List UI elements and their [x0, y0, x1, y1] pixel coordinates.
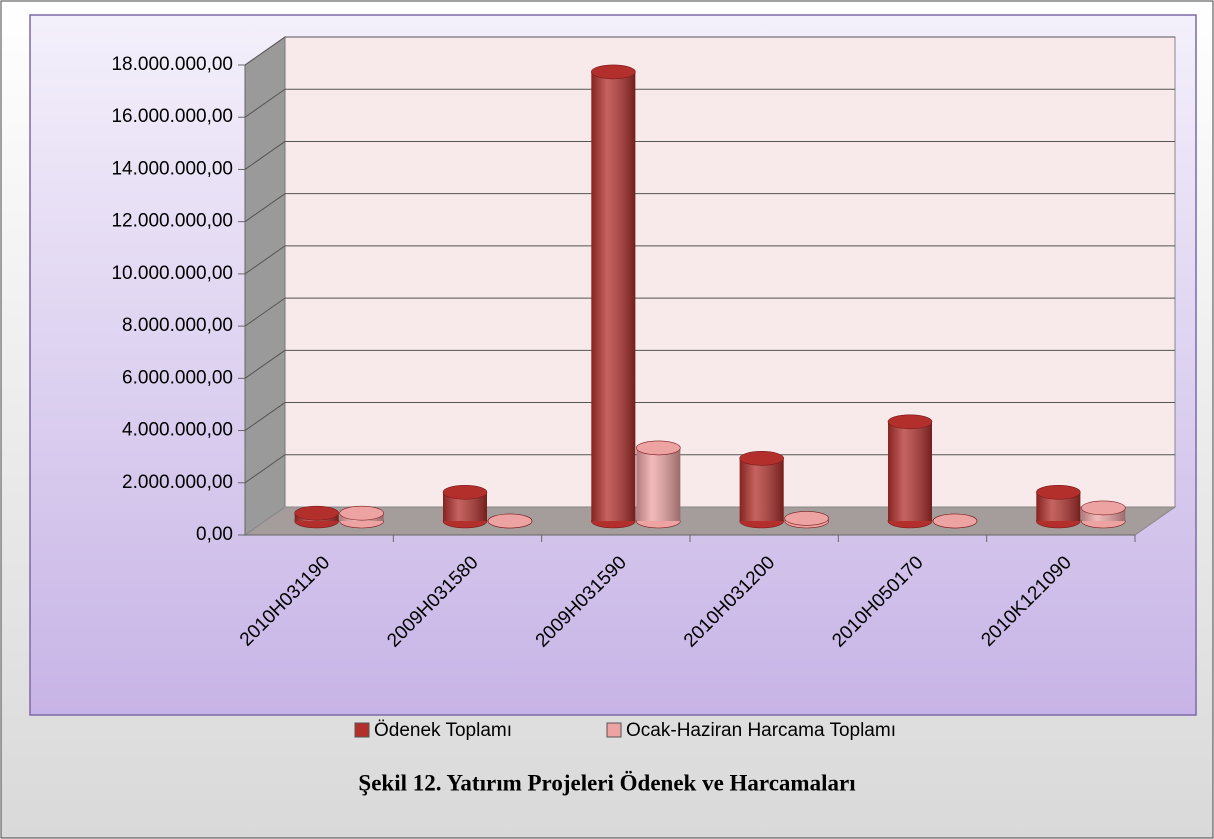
- bar-top: [591, 64, 636, 80]
- grid-line-side: [244, 349, 286, 379]
- back-wall: [284, 36, 1176, 508]
- bar-shade: [888, 421, 932, 521]
- legend-swatch: [606, 722, 622, 738]
- y-tick-label: 2.000.000,00: [122, 472, 233, 493]
- grid-line-side: [244, 193, 286, 223]
- floor: [243, 506, 1177, 536]
- bar-top: [294, 505, 339, 521]
- y-tick-label: 18.000.000,00: [111, 54, 233, 75]
- y-tick-label: 6.000.000,00: [122, 367, 233, 388]
- bar-top: [636, 440, 681, 456]
- bar-top: [784, 511, 829, 526]
- legend-label: Ocak-Haziran Harcama Toplamı: [626, 720, 896, 741]
- bar-top: [932, 513, 978, 529]
- y-tick-label: 10.000.000,00: [111, 263, 233, 284]
- bar-group: [888, 421, 932, 521]
- side-wall: [244, 36, 286, 536]
- y-tick-label: 4.000.000,00: [122, 420, 233, 441]
- bar-group: [591, 71, 636, 521]
- grid-line-side: [244, 36, 286, 66]
- bars: [294, 64, 1126, 529]
- y-tick-label: 0,00: [196, 524, 233, 545]
- bar-top: [487, 513, 533, 529]
- bar-shade: [739, 458, 784, 521]
- bar-top: [887, 414, 933, 430]
- grid-line-side: [244, 402, 286, 431]
- grid-line-side: [244, 141, 286, 170]
- bar-top: [1081, 500, 1126, 516]
- bar-shade: [636, 447, 681, 521]
- y-tick-label: 14.000.000,00: [111, 158, 233, 179]
- bar-top: [1036, 484, 1081, 500]
- y-tick-label: 12.000.000,00: [111, 211, 233, 232]
- chart-title: Şekil 12. Yatırım Projeleri Ödenek ve Ha…: [358, 770, 856, 795]
- bar-top: [442, 484, 488, 500]
- bar-group: [739, 458, 784, 521]
- bar-group: [636, 447, 681, 521]
- bar-shade: [591, 71, 636, 521]
- grid-line-side: [244, 297, 286, 327]
- grid-line-side: [244, 88, 286, 118]
- y-tick-label: 16.000.000,00: [111, 106, 233, 127]
- grid-line-side: [244, 245, 286, 275]
- bar-top: [339, 505, 384, 521]
- legend-label: Ödenek Toplamı: [374, 720, 512, 741]
- legend-swatch: [354, 722, 370, 738]
- grid-line-side: [244, 454, 286, 484]
- bar-top: [739, 451, 784, 466]
- y-tick-label: 8.000.000,00: [122, 315, 233, 336]
- grid: [244, 36, 1175, 484]
